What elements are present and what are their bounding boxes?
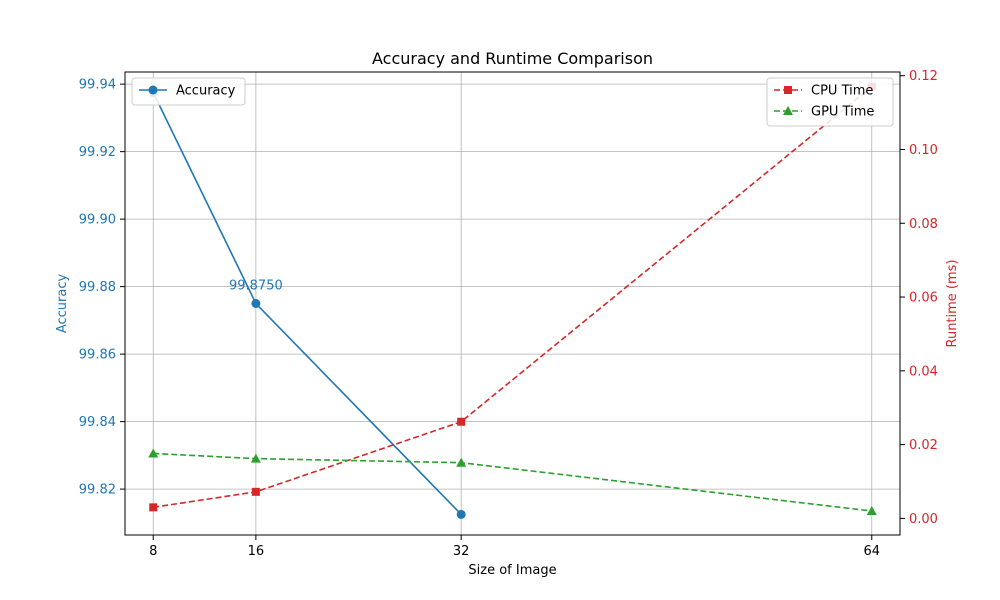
y-axis-left: 99.82 99.84 99.86 99.88 99.90 99.92 99.94: [79, 78, 125, 498]
y-axis-right: 0.00 0.02 0.04 0.06 0.08 0.10 0.12: [900, 69, 938, 527]
legend-label: GPU Time: [811, 105, 874, 120]
data-point-gpu-time: [866, 506, 877, 516]
plot-frame: [124, 71, 901, 536]
y-left-tick-label: 99.86: [79, 348, 116, 363]
legend-marker: [783, 106, 793, 115]
y-right-tick-label: 0.04: [909, 364, 938, 379]
x-axis: 8 16 32 64: [149, 535, 880, 559]
x-tick-label: 32: [453, 544, 470, 559]
y-right-tick-label: 0.00: [909, 512, 938, 527]
legend-right: CPU Time GPU Time: [766, 77, 894, 127]
data-point-gpu-time: [250, 453, 261, 463]
legend-box: [131, 77, 246, 106]
data-label: 99.8750: [229, 279, 283, 294]
y-axis-left-title: Accuracy: [55, 274, 70, 334]
data-point-cpu-time: [251, 487, 260, 496]
y-left-tick-label: 99.90: [79, 213, 116, 228]
y-right-tick-label: 0.06: [909, 291, 938, 306]
y-left-tick-label: 99.84: [79, 415, 116, 430]
legend-label: CPU Time: [811, 84, 873, 99]
legend-marker: [784, 86, 792, 94]
annotations: 99.8750: [229, 279, 283, 294]
y-left-tick-label: 99.94: [79, 78, 116, 93]
x-tick-label: 8: [149, 544, 157, 559]
data-point-gpu-time: [456, 457, 467, 467]
data-point-cpu-time: [149, 503, 158, 512]
legend-box: [766, 77, 894, 127]
series-gpu-time: [148, 448, 877, 516]
y-right-tick-label: 0.02: [909, 438, 938, 453]
x-tick-label: 64: [863, 544, 880, 559]
y-left-tick-label: 99.88: [79, 280, 116, 295]
legend-label: Accuracy: [176, 84, 236, 99]
y-right-tick-label: 0.12: [909, 69, 938, 84]
x-axis-title: Size of Image: [468, 563, 556, 578]
data-point-gpu-time: [148, 448, 159, 458]
data-point-accuracy: [456, 509, 466, 519]
y-axis-right-title: Runtime (ms): [945, 259, 960, 347]
y-left-tick-label: 99.92: [79, 145, 116, 160]
y-right-tick-label: 0.10: [909, 143, 938, 158]
chart-title: Accuracy and Runtime Comparison: [372, 49, 653, 68]
series-line-cpu-time: [153, 86, 873, 509]
series-layer: [148, 82, 877, 519]
legend-marker: [148, 85, 158, 95]
data-point-accuracy: [251, 299, 261, 308]
legend-left: Accuracy: [131, 77, 246, 106]
y-right-tick-label: 0.08: [909, 217, 938, 232]
data-point-cpu-time: [457, 417, 466, 426]
x-tick-label: 16: [248, 544, 265, 559]
series-line-gpu-time: [153, 452, 872, 512]
y-left-tick-label: 99.82: [79, 483, 116, 498]
